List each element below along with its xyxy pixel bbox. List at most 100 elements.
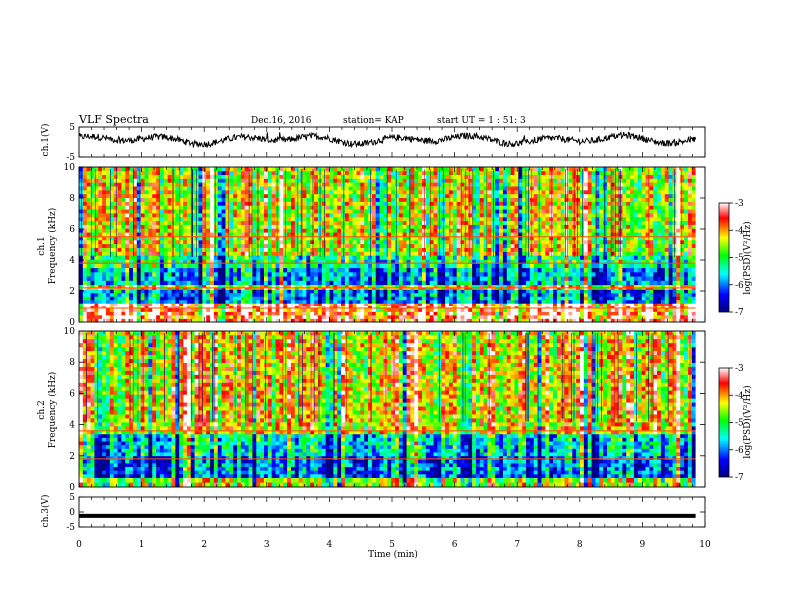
ch1-spec-cell [526,292,531,297]
ch1-spec-cell [452,239,457,245]
ch1-spec-cell [649,224,654,229]
ch1-spec-cell [475,296,481,301]
ch1-spec-cell [79,276,84,281]
ch1-spec-cell [633,255,639,260]
ch1-spec-cell [306,284,311,288]
ch1-spec-cell [591,224,596,229]
ch1-spec-cell [179,232,184,237]
ch1-spec-cell [580,220,585,225]
ch1-spec-cell [660,236,666,241]
ch1-spec-cell [109,284,114,288]
ch1-spec-cell [464,236,469,241]
ch1-spec-cell [556,243,562,248]
ch1-spec-cell [591,236,596,241]
ch1-spec-cell [198,284,203,288]
ch1-spec-cell [460,303,465,307]
ch1-spec-cell [541,296,546,301]
ch1-spec-cell [244,311,249,316]
ch1-spec-cell [260,311,265,316]
ch1-spec-cell [217,272,222,277]
ch1-spec-cell [275,216,280,222]
ch1-spec-cell [518,243,523,248]
ch1-spec-cell [664,209,669,214]
ch1-spec-cell [533,220,538,225]
ch1-spec-cell [691,289,696,294]
ch1-spec-cell [306,303,311,307]
ch1-spec-cell [109,239,114,245]
ch1-spec-cell [86,284,91,288]
ch1-spec-cell [90,292,95,297]
ch1-spec-cell [233,305,238,309]
ch1-spec-cell [618,303,623,307]
ch1-spec-cell [244,315,249,319]
ch1-spec-cell [82,209,87,214]
ch1-spec-cell [240,236,246,241]
ch1-spec-cell [510,272,515,277]
ch1-spec-cell [337,305,342,309]
ch1-spec-cell [568,255,573,260]
ch1-spec-cell [206,232,211,237]
ch1-spec-cell [90,228,95,233]
ch1-spec-cell [113,292,118,297]
ch1-spec-cell [337,299,342,304]
ch1-spec-cell [159,243,165,248]
ch1-spec-cell [256,296,261,301]
ch1-spec-cell [98,289,103,294]
ch1-spec-cell [483,255,488,260]
ch1-spec-cell [680,239,685,245]
ch1-spec-cell [464,280,469,286]
ch1-spec-cell [375,216,380,222]
ch1-spec-cell [252,311,257,316]
ch1-spec-cell [90,305,95,309]
ch1-spec-cell [514,296,519,301]
ch1-spec-cell [684,216,689,222]
ch1-spec-cell [375,247,380,252]
ch1-spec-cell [653,243,658,248]
ch1-spec-cell [618,267,623,273]
ch1-spec-cell [680,305,685,309]
ch1-spec-cell [337,263,342,269]
ch1-spec-cell [687,213,693,218]
ch1-spec-cell [456,287,461,290]
ch1-spec-cell [391,289,396,294]
ch1-spec-cell [206,280,211,286]
ch1-spec-cell [337,280,342,286]
ch1-spec-cell [163,247,168,252]
ch1-spec-cell [248,289,253,294]
ch1-spec-cell [657,263,662,269]
ch1-spec-cell [664,292,669,297]
ch1-spec-cell [94,243,99,248]
ch1-spec-cell [495,303,500,307]
ch1-spec-cell [464,247,469,252]
ch1-spec-cell [526,308,531,312]
ch1-spec-cell [279,232,284,237]
ch1-spec-cell [271,287,276,290]
ch1-spec-cell [121,315,126,319]
ch1-spec-cell [433,276,438,281]
ch1-spec-cell [614,303,619,307]
ch1-spec-cell [475,276,481,281]
ch1-spec-cell [668,292,673,297]
ch1-spec-cell [576,308,581,312]
ch1-spec-cell [583,303,588,307]
ch1-spec-cell [487,267,492,273]
ch1-spec-cell [510,216,515,222]
ch1-spec-cell [568,239,573,245]
ch1-spec-cell [121,255,126,260]
ch1-spec-cell [352,311,357,316]
ch1-spec-cell [676,228,681,233]
ch1-spec-cell [441,259,446,264]
ch1-spec-cell [90,308,95,312]
ch1-spec-cell [125,216,130,222]
ch1-spec-cell [522,243,527,248]
ch1-spec-cell [175,213,180,218]
ch1-spec-cell [637,232,642,237]
ch1-spec-cell [491,305,496,309]
ch1-spec-cell [622,228,627,233]
ch1-spec-cell [406,232,411,237]
ch1-spec-cell [402,247,407,252]
ch1-spec-cell [687,272,693,277]
ch1-spec-cell [448,228,454,233]
ch1-spec-cell [452,251,457,256]
ch1-spec-cell [599,247,604,252]
